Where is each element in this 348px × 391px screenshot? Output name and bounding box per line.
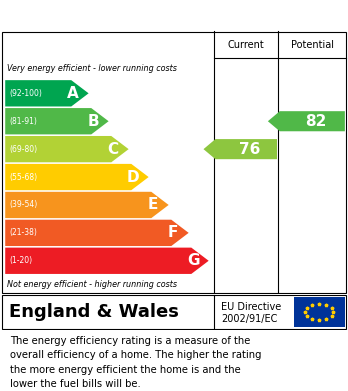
Text: The energy efficiency rating is a measure of the
overall efficiency of a home. T: The energy efficiency rating is a measur… — [10, 336, 262, 389]
Text: 2002/91/EC: 2002/91/EC — [221, 314, 277, 324]
Text: 76: 76 — [239, 142, 260, 157]
Text: Potential: Potential — [291, 39, 334, 50]
Text: Current: Current — [228, 39, 264, 50]
Text: (92-100): (92-100) — [9, 89, 42, 98]
Text: E: E — [148, 197, 158, 212]
Bar — [294, 297, 345, 327]
Text: D: D — [127, 170, 139, 185]
Polygon shape — [5, 220, 189, 246]
Polygon shape — [5, 248, 209, 274]
Text: G: G — [187, 253, 199, 268]
Text: (21-38): (21-38) — [9, 228, 37, 237]
Text: 82: 82 — [305, 114, 326, 129]
Polygon shape — [5, 136, 129, 162]
Text: Not energy efficient - higher running costs: Not energy efficient - higher running co… — [7, 280, 177, 289]
Text: B: B — [87, 114, 99, 129]
Text: F: F — [168, 225, 178, 240]
Text: (1-20): (1-20) — [9, 256, 32, 265]
Polygon shape — [5, 192, 169, 218]
Text: (69-80): (69-80) — [9, 145, 38, 154]
Text: A: A — [67, 86, 79, 101]
Polygon shape — [5, 164, 149, 190]
Polygon shape — [5, 80, 89, 106]
Text: England & Wales: England & Wales — [9, 303, 179, 321]
Text: (39-54): (39-54) — [9, 201, 38, 210]
Polygon shape — [268, 111, 345, 131]
Text: Energy Efficiency Rating: Energy Efficiency Rating — [10, 7, 220, 23]
Polygon shape — [5, 108, 109, 135]
Text: (81-91): (81-91) — [9, 117, 37, 126]
Text: (55-68): (55-68) — [9, 172, 38, 181]
Polygon shape — [204, 139, 277, 159]
Text: EU Directive: EU Directive — [221, 301, 281, 312]
Text: Very energy efficient - lower running costs: Very energy efficient - lower running co… — [7, 65, 177, 74]
Text: C: C — [108, 142, 119, 157]
